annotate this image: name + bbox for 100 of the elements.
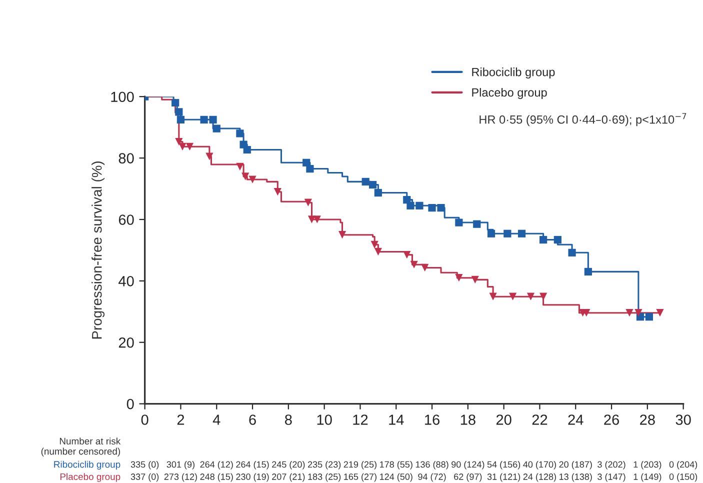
x-tick-label: 2 <box>177 414 184 425</box>
point <box>508 292 517 300</box>
text: 3 (147) <box>598 473 626 482</box>
point <box>584 268 592 276</box>
x-tick-label: 10 <box>317 414 332 425</box>
point <box>236 162 244 170</box>
point <box>236 130 244 138</box>
text: 273 (12) <box>164 473 197 482</box>
text: 24 (128) <box>523 473 556 482</box>
point <box>634 309 642 317</box>
text: 165 (27) <box>344 473 376 482</box>
x-tick-label: 20 <box>496 414 512 425</box>
x-tick-label: 16 <box>425 414 440 425</box>
x-tick-label: 18 <box>460 414 476 425</box>
point <box>313 216 321 224</box>
point <box>370 240 378 248</box>
y-tick-label: 20 <box>118 337 134 348</box>
point <box>455 274 463 282</box>
text: 264 (12) <box>200 461 233 470</box>
y-tick-label: 100 <box>111 92 134 102</box>
text: 62 (97) <box>454 473 482 482</box>
point <box>626 309 634 317</box>
text: 301 (9) <box>166 461 194 470</box>
text: 183 (25) <box>308 473 341 482</box>
text: 0 (204) <box>669 461 698 470</box>
point <box>362 178 370 186</box>
y-tick-label: 80 <box>118 153 134 164</box>
legend-label: Placebo group <box>472 88 547 99</box>
text: 3 (202) <box>598 461 626 470</box>
x-tick-label: 26 <box>604 414 619 425</box>
point <box>540 236 548 244</box>
y-axis-title: Progression-free survival (%) <box>92 162 105 339</box>
point <box>178 142 186 150</box>
point <box>206 152 214 160</box>
text: 248 (15) <box>200 473 233 482</box>
x-tick-label: 12 <box>353 414 368 425</box>
point <box>248 176 256 184</box>
text: 178 (55) <box>380 461 412 470</box>
text: 335 (0) <box>130 461 159 470</box>
point <box>242 172 250 180</box>
text: 90 (124) <box>452 461 484 470</box>
point <box>212 124 220 132</box>
text: 207 (21) <box>272 473 305 482</box>
point <box>172 98 180 107</box>
text: 264 (15) <box>236 461 269 470</box>
legend-label: Ribociclib group <box>472 68 555 79</box>
point <box>489 292 497 300</box>
point <box>306 164 314 173</box>
point <box>421 264 429 272</box>
text: 54 (156) <box>487 461 520 470</box>
x-tick-label: 30 <box>676 414 691 425</box>
point <box>487 230 496 238</box>
text: 230 (19) <box>236 473 269 482</box>
text: 1 (203) <box>634 461 662 470</box>
point <box>186 142 194 150</box>
point <box>471 276 479 284</box>
point <box>403 251 411 259</box>
text: 20 (187) <box>559 461 592 470</box>
point <box>368 180 377 189</box>
x-tick-label: 0 <box>141 414 148 425</box>
y-tick-label: 40 <box>118 276 134 286</box>
point <box>416 202 424 210</box>
point <box>176 116 185 124</box>
point <box>473 220 481 228</box>
point <box>406 202 414 210</box>
point <box>175 108 183 116</box>
text: 13 (138) <box>559 473 592 482</box>
text: 219 (25) <box>344 461 376 470</box>
text: 94 (72) <box>418 473 446 482</box>
point <box>175 138 183 146</box>
point <box>568 248 576 256</box>
point <box>645 313 654 321</box>
text: Ribociclib group <box>54 460 120 470</box>
point <box>374 248 382 256</box>
point <box>518 230 526 238</box>
text: 337 (0) <box>130 473 159 482</box>
text: Number at risk (number censored) <box>41 438 121 457</box>
text: 1 (149) <box>634 473 662 482</box>
point <box>374 188 382 197</box>
text: Placebo group <box>60 473 120 482</box>
point <box>656 309 664 317</box>
point <box>540 292 548 300</box>
point <box>504 230 512 238</box>
text: 0 (150) <box>669 473 698 482</box>
x-tick-label: 22 <box>532 414 548 425</box>
point <box>410 260 418 268</box>
annotation: HR 0·55 (95% CI 0·44–0·69); p<1x10$^{−7}$ <box>480 113 686 126</box>
point <box>554 236 562 244</box>
x-tick-label: 28 <box>640 414 655 425</box>
point <box>304 198 312 206</box>
x-tick-label: 24 <box>568 414 584 425</box>
y-tick-label: 0 <box>126 398 134 410</box>
text: 245 (20) <box>272 461 305 470</box>
text: 31 (121) <box>487 473 520 482</box>
x-tick-label: 6 <box>249 414 256 425</box>
text: 136 (88) <box>416 461 448 470</box>
point <box>209 116 217 124</box>
point <box>308 216 316 224</box>
point <box>526 292 535 300</box>
point <box>243 146 251 154</box>
